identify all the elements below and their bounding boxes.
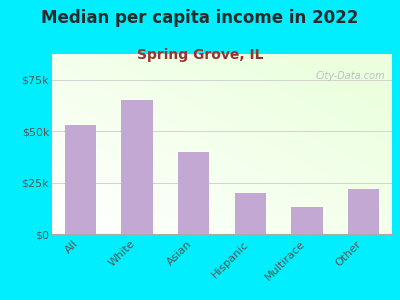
Text: Spring Grove, IL: Spring Grove, IL xyxy=(137,48,263,62)
Bar xyxy=(292,207,322,234)
Text: City-Data.com: City-Data.com xyxy=(316,70,385,81)
Bar xyxy=(348,189,379,234)
Bar xyxy=(178,152,209,234)
Bar xyxy=(65,125,96,234)
Text: Median per capita income in 2022: Median per capita income in 2022 xyxy=(41,9,359,27)
Bar xyxy=(235,193,266,234)
Bar xyxy=(122,100,152,234)
